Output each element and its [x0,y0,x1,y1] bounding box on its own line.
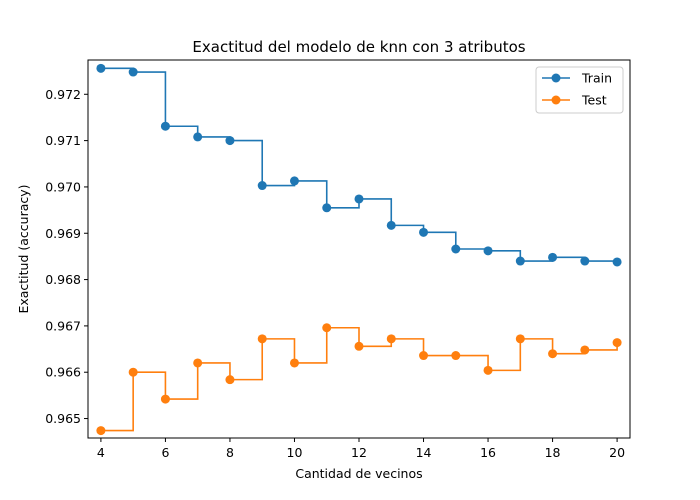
data-point-train [580,256,590,266]
y-tick-label: 0.972 [45,87,81,102]
data-point-train [419,227,429,237]
series-line-test [100,326,618,432]
x-tick-label: 10 [287,445,303,460]
x-tick-label: 20 [609,445,625,460]
data-point-test [257,334,267,344]
x-tick-label: 16 [480,445,496,460]
data-point-train [483,246,493,256]
data-point-train [386,220,396,230]
data-point-test [128,367,138,377]
data-point-train [612,257,622,267]
legend-label-test: Test [581,93,607,108]
data-point-test [515,334,525,344]
data-point-test [483,365,493,375]
data-point-train [548,252,558,262]
data-point-train [354,194,364,204]
x-tick-label: 12 [351,445,367,460]
x-tick-label: 4 [97,445,105,460]
data-point-test [354,341,364,351]
y-tick-label: 0.967 [45,318,81,333]
y-tick-label: 0.965 [45,411,81,426]
data-point-train [451,244,461,254]
data-point-train [128,67,138,77]
data-point-test [451,351,461,361]
data-point-test [419,351,429,361]
x-tick-label: 8 [226,445,234,460]
data-point-test [386,334,396,344]
data-point-test [322,323,332,333]
legend-marker-test [551,95,561,105]
data-point-test [580,345,590,355]
legend-label-train: Train [581,71,612,86]
y-axis-label: Exactitud (accuracy) [16,184,31,313]
data-point-test [225,375,235,385]
x-axis-label: Cantidad de vecinos [295,466,422,481]
data-point-test [160,394,170,404]
data-point-train [225,136,235,146]
data-point-train [257,181,267,191]
plot-area [96,63,622,436]
data-point-train [289,176,299,186]
data-point-test [612,338,622,348]
x-tick-label: 18 [545,445,561,460]
data-point-test [289,358,299,368]
legend-marker-train [551,73,561,83]
y-tick-label: 0.968 [45,272,81,287]
data-point-train [160,121,170,131]
x-tick-label: 14 [416,445,432,460]
data-point-test [193,358,203,368]
data-point-test [548,349,558,359]
x-axis: 4 6 8 10 12 14 16 18 20 [97,438,625,460]
y-axis: 0.965 0.966 0.967 0.968 0.969 0.970 0.971 0.972 [45,87,88,426]
y-tick-label: 0.969 [45,226,81,241]
chart-title: Exactitud del modelo de knn con 3 atribu… [192,38,525,56]
data-point-test [96,426,106,436]
legend: Train Test [535,66,624,114]
data-point-train [193,132,203,142]
y-tick-label: 0.971 [45,133,81,148]
y-tick-label: 0.966 [45,365,81,380]
x-tick-label: 6 [161,445,169,460]
data-point-train [515,256,525,266]
data-point-train [96,63,106,73]
y-tick-label: 0.970 [45,179,81,194]
data-point-train [322,203,332,213]
